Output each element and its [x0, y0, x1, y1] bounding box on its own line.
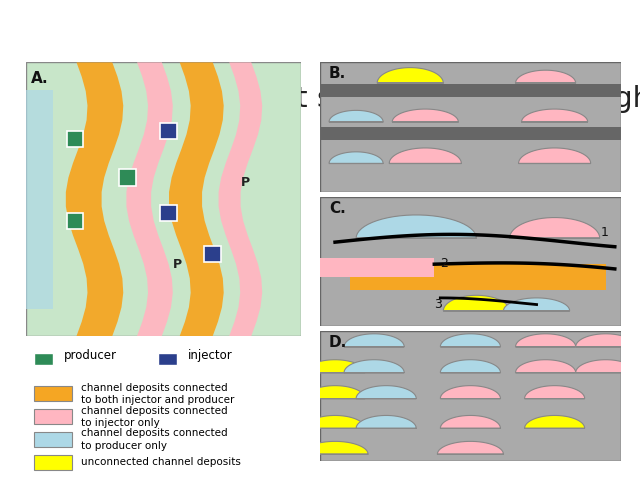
FancyBboxPatch shape: [320, 197, 621, 326]
Text: A.: A.: [31, 71, 49, 85]
Bar: [204, 246, 221, 262]
Bar: [119, 169, 136, 186]
Polygon shape: [356, 385, 416, 398]
Polygon shape: [525, 385, 585, 398]
Polygon shape: [219, 62, 262, 336]
Text: 2: 2: [440, 257, 448, 270]
FancyBboxPatch shape: [26, 62, 301, 336]
Polygon shape: [516, 360, 576, 372]
Bar: [67, 131, 83, 147]
Polygon shape: [437, 442, 504, 454]
Bar: [161, 122, 177, 139]
Polygon shape: [440, 334, 500, 347]
Polygon shape: [389, 148, 461, 164]
Polygon shape: [344, 360, 404, 372]
FancyBboxPatch shape: [34, 432, 72, 447]
Polygon shape: [329, 110, 383, 122]
Polygon shape: [518, 148, 591, 164]
Bar: [67, 213, 83, 229]
Polygon shape: [305, 416, 365, 428]
Bar: [350, 264, 605, 290]
Text: injector: injector: [188, 349, 233, 362]
Text: producer: producer: [64, 349, 117, 362]
Text: Larue & Hovadik, 2006: Larue & Hovadik, 2006: [417, 408, 561, 421]
Bar: [320, 84, 621, 97]
Polygon shape: [509, 217, 600, 238]
FancyBboxPatch shape: [320, 331, 621, 461]
Polygon shape: [88, 63, 115, 88]
Polygon shape: [302, 442, 368, 454]
FancyBboxPatch shape: [320, 62, 621, 192]
Text: P: P: [241, 176, 250, 189]
Text: unconnected channel deposits: unconnected channel deposits: [81, 457, 241, 468]
Text: P: P: [172, 258, 182, 271]
Text: C.: C.: [329, 201, 346, 216]
Text: 3: 3: [435, 298, 442, 311]
FancyBboxPatch shape: [320, 258, 435, 277]
Polygon shape: [516, 70, 576, 83]
Polygon shape: [329, 152, 383, 164]
Polygon shape: [344, 334, 404, 347]
FancyBboxPatch shape: [34, 409, 72, 424]
Bar: [157, 353, 177, 365]
Polygon shape: [305, 385, 365, 398]
Polygon shape: [440, 360, 500, 372]
Polygon shape: [169, 62, 224, 336]
Polygon shape: [440, 416, 500, 428]
FancyBboxPatch shape: [34, 455, 72, 470]
Polygon shape: [66, 62, 124, 336]
Bar: [161, 204, 177, 221]
Polygon shape: [377, 68, 444, 83]
Polygon shape: [576, 360, 636, 372]
Polygon shape: [440, 385, 500, 398]
Text: B.: B.: [329, 66, 346, 81]
Text: channel deposits connected
to both injector and producer: channel deposits connected to both injec…: [81, 383, 234, 405]
Text: channel deposits connected
to producer only: channel deposits connected to producer o…: [81, 428, 227, 451]
Polygon shape: [516, 334, 576, 347]
Polygon shape: [356, 215, 476, 238]
Text: 1: 1: [601, 226, 609, 239]
Polygon shape: [305, 360, 365, 372]
Bar: [320, 127, 621, 140]
Polygon shape: [126, 62, 173, 336]
FancyBboxPatch shape: [20, 90, 53, 309]
FancyBboxPatch shape: [34, 386, 72, 401]
Text: D.: D.: [329, 335, 348, 350]
Polygon shape: [356, 416, 416, 428]
Polygon shape: [504, 298, 570, 311]
Text: channel deposits connected
to injector only: channel deposits connected to injector o…: [81, 406, 227, 428]
Polygon shape: [392, 109, 458, 122]
Polygon shape: [522, 109, 588, 122]
Bar: [34, 353, 53, 365]
Polygon shape: [444, 295, 509, 311]
Polygon shape: [576, 334, 636, 347]
Polygon shape: [525, 416, 585, 428]
Text: Geology that shifts the S-Curve Right: Geology that shifts the S-Curve Right: [119, 84, 640, 112]
